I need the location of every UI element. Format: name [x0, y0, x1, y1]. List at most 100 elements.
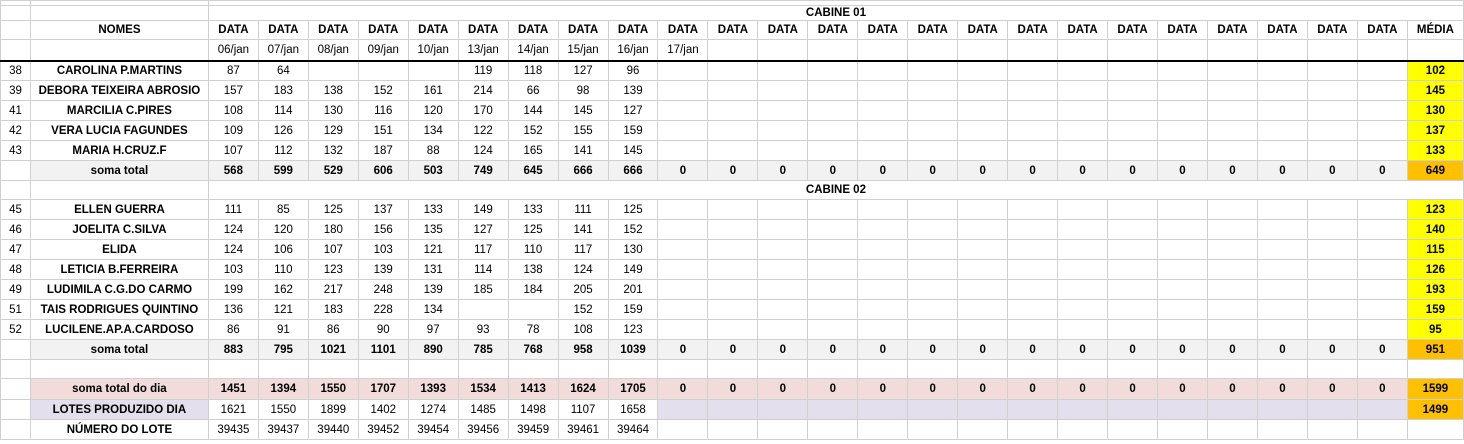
cell[interactable]: [857, 59, 909, 81]
sum-value[interactable]: 1101: [357, 339, 409, 360]
cell[interactable]: [907, 59, 959, 81]
cell[interactable]: [1157, 219, 1208, 240]
sum-zero[interactable]: 0: [857, 160, 909, 181]
cell[interactable]: [857, 279, 909, 300]
data-header[interactable]: DATA: [507, 20, 559, 40]
cell[interactable]: [1406, 419, 1464, 440]
value-cell[interactable]: 149: [607, 259, 659, 280]
row-number[interactable]: [0, 359, 31, 379]
data-header[interactable]: DATA: [1007, 20, 1059, 40]
cell[interactable]: [857, 219, 909, 240]
cell[interactable]: [1306, 299, 1358, 320]
value-cell[interactable]: 138: [307, 80, 359, 101]
cell[interactable]: [1206, 319, 1258, 340]
cell[interactable]: [1157, 419, 1208, 440]
cell[interactable]: [757, 319, 809, 340]
cell[interactable]: [807, 80, 859, 101]
cell[interactable]: [1256, 319, 1308, 340]
person-name[interactable]: DEBORA TEIXEIRA ABROSIO: [29, 80, 209, 101]
sum-zero[interactable]: 0: [1157, 339, 1208, 360]
cell[interactable]: [857, 80, 909, 101]
data-header[interactable]: DATA: [557, 20, 609, 40]
cell[interactable]: [757, 419, 809, 440]
value-cell[interactable]: 103: [207, 259, 259, 280]
cell[interactable]: [1157, 399, 1208, 420]
value-cell[interactable]: 98: [557, 80, 609, 101]
cell[interactable]: [857, 399, 909, 420]
cell[interactable]: [1256, 299, 1308, 320]
cell[interactable]: [1107, 419, 1159, 440]
person-name[interactable]: TAIS RODRIGUES QUINTINO: [29, 299, 209, 320]
cell[interactable]: [907, 140, 959, 161]
sum-value[interactable]: 890: [407, 339, 459, 360]
cell[interactable]: [1107, 219, 1159, 240]
cell[interactable]: [1157, 299, 1208, 320]
sum-zero[interactable]: 0: [657, 339, 709, 360]
value-cell[interactable]: 152: [357, 80, 409, 101]
cell[interactable]: [857, 419, 909, 440]
cell[interactable]: [1356, 399, 1408, 420]
media-header[interactable]: MÉDIA: [1406, 20, 1464, 40]
cell[interactable]: [907, 399, 959, 420]
cell[interactable]: [1206, 419, 1258, 440]
row-number[interactable]: [0, 399, 31, 420]
cell[interactable]: [457, 359, 509, 379]
value-cell[interactable]: 159: [607, 299, 659, 320]
cell[interactable]: [1206, 120, 1258, 141]
value-cell[interactable]: 66: [507, 80, 559, 101]
cell[interactable]: [1306, 59, 1358, 81]
cell[interactable]: [1206, 259, 1258, 280]
value-cell[interactable]: 183: [307, 299, 359, 320]
cell[interactable]: [1157, 100, 1208, 121]
cell[interactable]: [807, 39, 859, 61]
value-cell[interactable]: 125: [507, 219, 559, 240]
day-total-value[interactable]: 1413: [507, 378, 559, 400]
data-header[interactable]: DATA: [607, 20, 659, 40]
cell[interactable]: [1256, 419, 1308, 440]
value-cell[interactable]: 184: [507, 279, 559, 300]
day-total-zero[interactable]: 0: [1057, 378, 1109, 400]
cell[interactable]: [1256, 219, 1308, 240]
cell[interactable]: [807, 219, 859, 240]
day-total-value[interactable]: 1707: [357, 378, 409, 400]
cell[interactable]: [1356, 140, 1408, 161]
cell[interactable]: [1356, 39, 1408, 61]
value-cell[interactable]: 183: [257, 80, 309, 101]
cell[interactable]: [807, 399, 859, 420]
numero-value[interactable]: 39459: [507, 419, 559, 440]
value-cell[interactable]: 93: [457, 319, 509, 340]
average-cell[interactable]: 123: [1406, 199, 1464, 220]
cell[interactable]: [757, 299, 809, 320]
sum-zero[interactable]: 0: [1256, 339, 1308, 360]
value-cell[interactable]: 90: [357, 319, 409, 340]
cell[interactable]: [29, 5, 209, 21]
cell[interactable]: [1157, 120, 1208, 141]
cell[interactable]: [1107, 259, 1159, 280]
cell[interactable]: [1057, 120, 1109, 141]
cell[interactable]: [857, 100, 909, 121]
cell[interactable]: [1107, 359, 1159, 379]
cell[interactable]: [857, 299, 909, 320]
cell[interactable]: [1356, 319, 1408, 340]
cell[interactable]: [707, 120, 759, 141]
sum-zero[interactable]: 0: [1356, 339, 1408, 360]
cell[interactable]: [957, 140, 1009, 161]
value-cell[interactable]: 132: [307, 140, 359, 161]
value-cell[interactable]: 248: [357, 279, 409, 300]
cell[interactable]: [1256, 59, 1308, 81]
cell[interactable]: [907, 239, 959, 260]
average-cell[interactable]: 115: [1406, 239, 1464, 260]
average-cell[interactable]: 126: [1406, 259, 1464, 280]
person-name[interactable]: LUCILENE.AP.A.CARDOSO: [29, 319, 209, 340]
sum-zero[interactable]: 0: [657, 160, 709, 181]
cell[interactable]: [657, 279, 709, 300]
cell[interactable]: [857, 140, 909, 161]
data-header[interactable]: DATA: [457, 20, 509, 40]
data-header[interactable]: DATA: [307, 20, 359, 40]
cell[interactable]: [657, 239, 709, 260]
sum-zero[interactable]: 0: [907, 160, 959, 181]
average-cell[interactable]: 193: [1406, 279, 1464, 300]
value-cell[interactable]: 117: [457, 239, 509, 260]
value-cell[interactable]: [457, 299, 509, 320]
cell[interactable]: [807, 100, 859, 121]
